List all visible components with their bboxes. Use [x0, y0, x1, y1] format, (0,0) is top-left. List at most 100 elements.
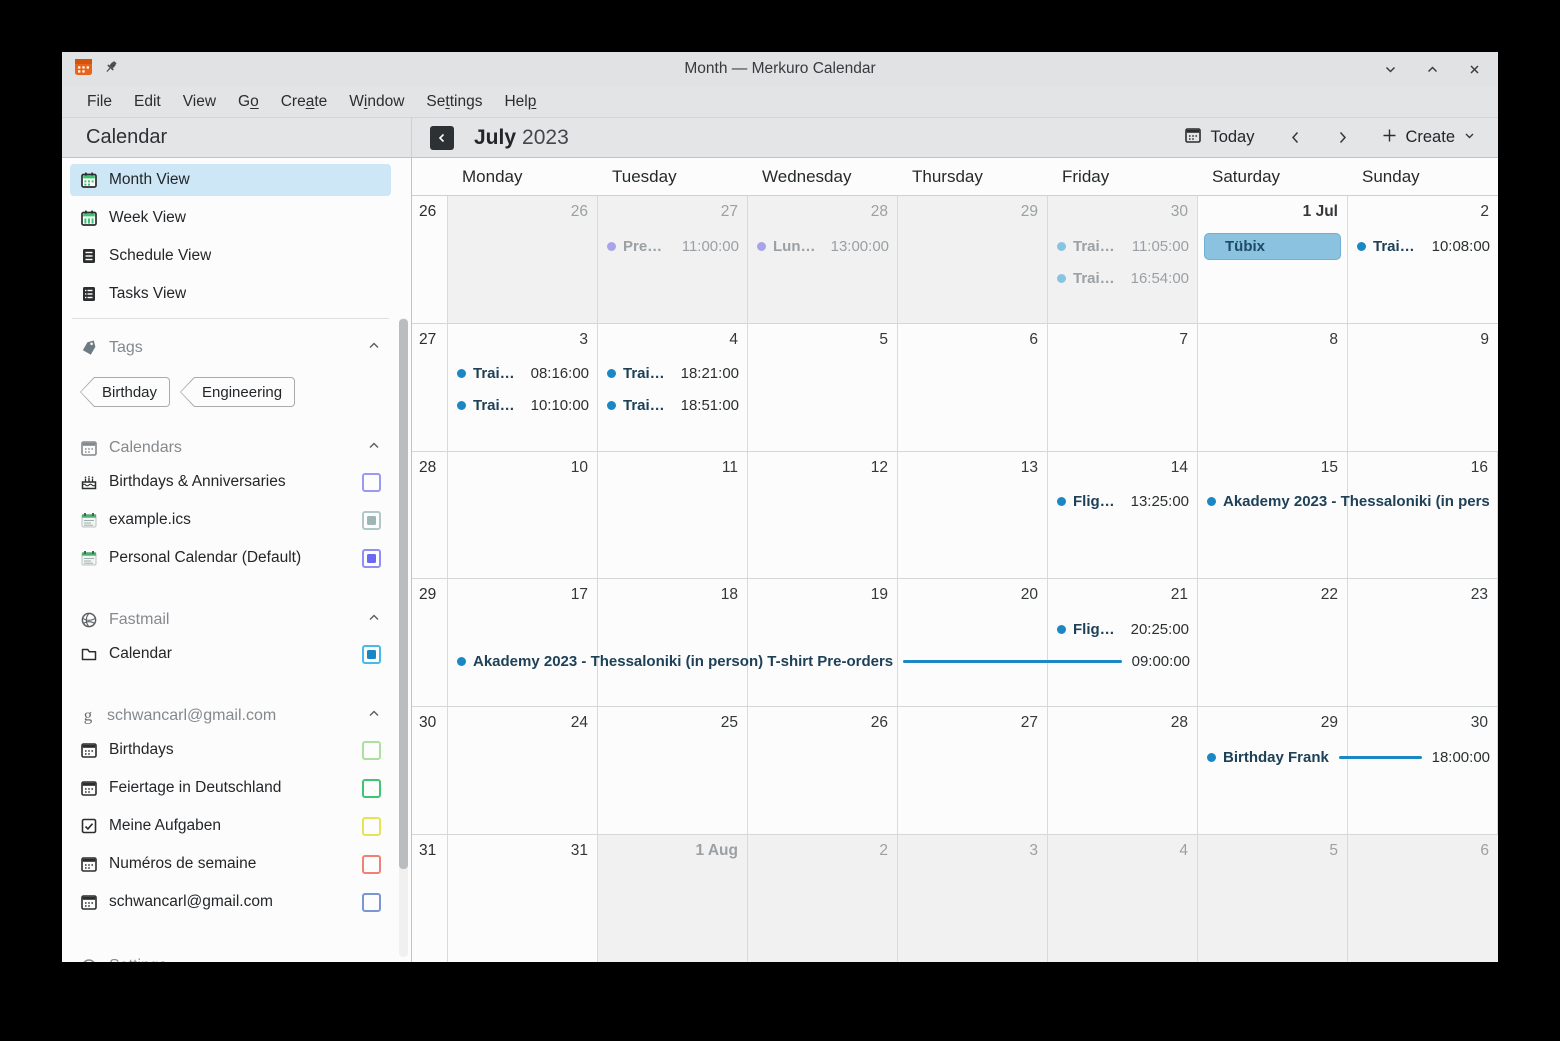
event[interactable]: Trai… 10:10:00: [448, 396, 597, 416]
calendar-checkbox[interactable]: [362, 548, 381, 568]
calendar-checkbox[interactable]: [362, 892, 381, 912]
today-button[interactable]: Today: [1176, 121, 1262, 154]
calendar-checkbox[interactable]: [362, 644, 381, 664]
day-cell[interactable]: 8: [1198, 323, 1348, 451]
day-cell[interactable]: 4 Trai… 18:21:00 Trai… 18:51:00: [598, 323, 748, 451]
menu-create[interactable]: Create: [280, 92, 328, 110]
sidebar-settings-row[interactable]: Settings: [70, 945, 391, 962]
section-header-1[interactable]: Fastmail: [70, 605, 391, 635]
calendar-item[interactable]: Birthdays & Anniversaries: [70, 463, 391, 501]
tag-chip-birthday[interactable]: Birthday: [80, 377, 171, 407]
day-cell[interactable]: 27 Pre… 11:00:00: [598, 196, 748, 323]
calendar-checkbox[interactable]: [362, 778, 381, 798]
event[interactable]: Trai… 18:51:00: [598, 396, 747, 416]
menu-go[interactable]: Go: [238, 92, 259, 110]
calendar-item[interactable]: Meine Aufgaben: [70, 807, 391, 845]
calendar-checkbox[interactable]: [362, 854, 381, 874]
event[interactable]: Flig… 20:25:00: [1048, 619, 1197, 639]
event[interactable]: Trai… 18:21:00: [598, 364, 747, 384]
day-cell[interactable]: 5: [748, 323, 898, 451]
day-cell[interactable]: 17: [448, 579, 598, 707]
day-cell[interactable]: 30: [1348, 707, 1498, 835]
menu-file[interactable]: File: [87, 92, 112, 110]
day-cell[interactable]: 1 Aug: [598, 835, 748, 962]
sidebar-item-week-view[interactable]: Week View: [70, 202, 391, 234]
calendar-checkbox[interactable]: [362, 740, 381, 760]
day-cell[interactable]: 26: [448, 196, 598, 323]
calendar-item[interactable]: Calendar: [70, 635, 391, 673]
day-cell[interactable]: 10: [448, 451, 598, 579]
minimize-button[interactable]: [1383, 62, 1398, 77]
event[interactable]: Flig… 13:25:00: [1048, 492, 1197, 512]
menu-help[interactable]: Help: [504, 92, 537, 110]
calendar-checkbox[interactable]: [362, 816, 381, 836]
day-cell[interactable]: 2: [748, 835, 898, 962]
day-cell[interactable]: 16: [1348, 451, 1498, 579]
menu-edit[interactable]: Edit: [133, 92, 161, 110]
event[interactable]: Trai… 11:05:00: [1048, 236, 1197, 256]
day-cell[interactable]: 9: [1348, 323, 1498, 451]
day-cell[interactable]: 28 Lun… 13:00:00: [748, 196, 898, 323]
event[interactable]: Lun… 13:00:00: [748, 236, 897, 256]
day-cell[interactable]: 30 Trai… 11:05:00 Trai… 16:54:00: [1048, 196, 1198, 323]
day-cell[interactable]: 7: [1048, 323, 1198, 451]
day-cell[interactable]: 4: [1048, 835, 1198, 962]
day-cell[interactable]: 31: [448, 835, 598, 962]
create-button[interactable]: Create: [1374, 123, 1484, 153]
day-cell[interactable]: 3: [898, 835, 1048, 962]
day-cell[interactable]: 18: [598, 579, 748, 707]
day-cell[interactable]: 2 Trai… 10:08:00: [1348, 196, 1498, 323]
sidebar-item-schedule-view[interactable]: Schedule View: [70, 240, 391, 272]
day-cell[interactable]: 6: [898, 323, 1048, 451]
calendar-item[interactable]: Numéros de semaine: [70, 845, 391, 883]
event-multiday[interactable]: Birthday Frank 18:00:00: [1198, 747, 1498, 767]
section-header-2[interactable]: g schwancarl@gmail.com: [70, 701, 391, 731]
section-header-0[interactable]: Calendars: [70, 433, 391, 463]
day-cell[interactable]: 6: [1348, 835, 1498, 962]
sidebar-item-month-view[interactable]: Month View: [70, 164, 391, 196]
day-cell[interactable]: 19: [748, 579, 898, 707]
menu-settings[interactable]: Settings: [426, 92, 483, 110]
event-allday-chip[interactable]: Tübix: [1204, 233, 1341, 260]
event-multiday[interactable]: Akademy 2023 - Thessaloniki (in pers: [1198, 492, 1498, 512]
sidebar-toggle-button[interactable]: [430, 125, 454, 150]
day-cell[interactable]: 27: [898, 707, 1048, 835]
event-multiday[interactable]: Akademy 2023 - Thessaloniki (in person) …: [448, 651, 1198, 671]
day-cell[interactable]: 11: [598, 451, 748, 579]
day-cell[interactable]: 20: [898, 579, 1048, 707]
day-cell[interactable]: 3 Trai… 08:16:00 Trai… 10:10:00: [448, 323, 598, 451]
previous-month-button[interactable]: [1278, 125, 1313, 150]
calendar-item[interactable]: schwancarl@gmail.com: [70, 883, 391, 921]
calendar-item[interactable]: Personal Calendar (Default): [70, 539, 391, 577]
day-cell[interactable]: 21 Flig… 20:25:00: [1048, 579, 1198, 707]
calendar-item[interactable]: Feiertage in Deutschland: [70, 769, 391, 807]
event[interactable]: Trai… 08:16:00: [448, 364, 597, 384]
close-button[interactable]: [1467, 62, 1482, 77]
day-cell[interactable]: 13: [898, 451, 1048, 579]
event[interactable]: Trai… 10:08:00: [1348, 236, 1498, 256]
day-cell[interactable]: 14 Flig… 13:25:00: [1048, 451, 1198, 579]
menu-view[interactable]: View: [182, 92, 217, 110]
calendar-item[interactable]: Birthdays: [70, 731, 391, 769]
calendar-checkbox[interactable]: [362, 472, 381, 492]
day-cell[interactable]: 22: [1198, 579, 1348, 707]
day-cell[interactable]: 23: [1348, 579, 1498, 707]
scrollbar-thumb[interactable]: [399, 319, 408, 869]
tag-chip-engineering[interactable]: Engineering: [180, 377, 296, 407]
pin-icon[interactable]: [103, 59, 119, 80]
day-cell[interactable]: 26: [748, 707, 898, 835]
maximize-button[interactable]: [1425, 62, 1440, 77]
sidebar-item-tasks-view[interactable]: Tasks View: [70, 278, 391, 310]
calendar-item[interactable]: example.ics: [70, 501, 391, 539]
tags-section-header[interactable]: Tags: [70, 333, 391, 363]
day-cell[interactable]: 29: [898, 196, 1048, 323]
day-cell[interactable]: 5: [1198, 835, 1348, 962]
day-cell[interactable]: 29: [1198, 707, 1348, 835]
day-cell[interactable]: 15: [1198, 451, 1348, 579]
sidebar-scrollbar[interactable]: [399, 318, 408, 957]
next-month-button[interactable]: [1325, 125, 1360, 150]
day-cell[interactable]: 1 Jul Tübix: [1198, 196, 1348, 323]
event[interactable]: Trai… 16:54:00: [1048, 268, 1197, 288]
day-cell[interactable]: 12: [748, 451, 898, 579]
day-cell[interactable]: 25: [598, 707, 748, 835]
